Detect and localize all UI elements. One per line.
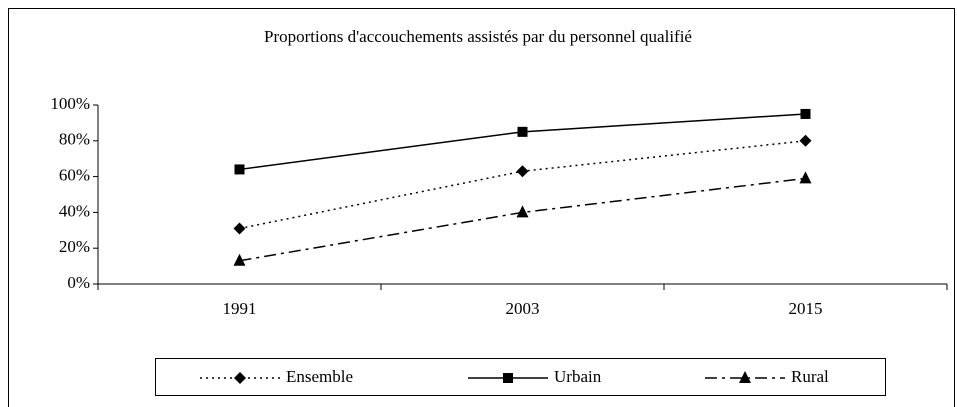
legend-label: Urbain: [554, 367, 602, 386]
data-point: [799, 134, 812, 147]
y-tick-label: 80%: [59, 130, 90, 149]
data-point: [516, 205, 529, 218]
x-tick-label: 1991: [223, 299, 257, 318]
legend-marker: [234, 372, 246, 384]
y-tick-label: 100%: [50, 94, 90, 113]
data-point: [516, 165, 529, 178]
data-point: [517, 126, 528, 137]
series-line: [239, 177, 806, 262]
x-tick-label: 2003: [506, 299, 540, 318]
y-tick-label: 40%: [59, 201, 90, 220]
legend-marker: [739, 371, 751, 383]
chart-border: [8, 8, 955, 407]
data-point: [233, 253, 246, 266]
data-point: [233, 222, 246, 235]
y-tick-label: 20%: [59, 237, 90, 256]
legend-label: Ensemble: [286, 367, 353, 386]
legend-label: Rural: [791, 367, 829, 386]
data-point: [234, 164, 245, 175]
y-tick-label: 60%: [59, 166, 90, 185]
data-point: [800, 108, 811, 119]
legend-marker: [503, 373, 513, 383]
chart-title: Proportions d'accouchements assistés par…: [264, 27, 692, 46]
y-tick-label: 0%: [67, 273, 90, 292]
legend-box: [155, 358, 886, 396]
x-tick-label: 2015: [789, 299, 823, 318]
data-point: [799, 171, 812, 184]
